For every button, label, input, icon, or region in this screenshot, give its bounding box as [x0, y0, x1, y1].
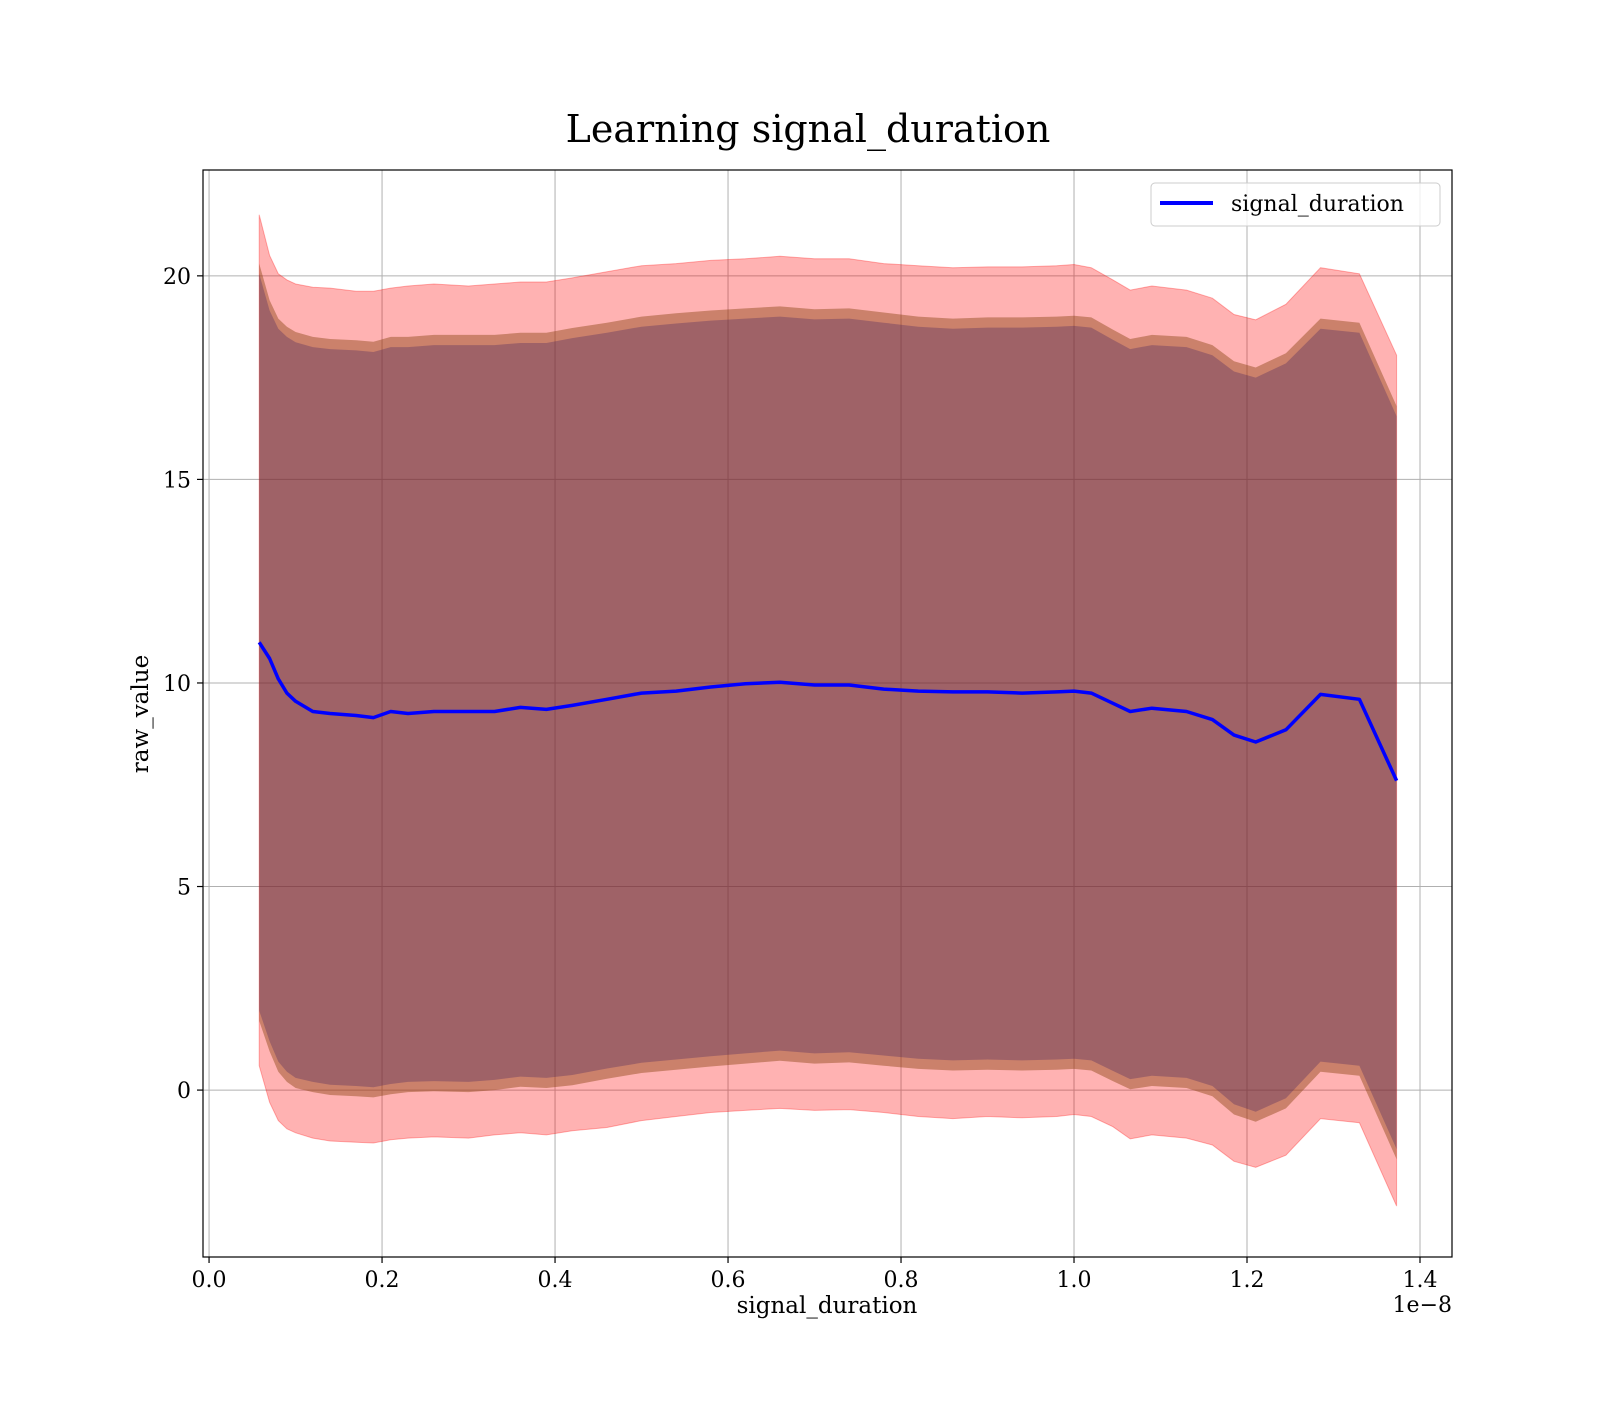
band-layer: [258, 214, 1398, 1207]
inner-confidence-band: [259, 263, 1397, 1160]
series-line-signal-duration: [257, 641, 1399, 782]
x-tick-label: 0.2: [365, 1268, 400, 1293]
x-tick-label: 0.4: [538, 1268, 573, 1293]
line-layer: [257, 641, 1399, 782]
legend: signal_duration: [1150, 182, 1441, 227]
x-tick-label: 0.8: [884, 1268, 919, 1293]
y-tick-label: 0: [177, 1079, 191, 1104]
chart-title: Learning signal_duration: [566, 107, 1051, 152]
y-tick-label: 5: [177, 876, 191, 901]
x-tick-label: 1.2: [1230, 1268, 1265, 1293]
x-axis-offset-label: 1e−8: [1393, 1293, 1452, 1318]
plot-frame: [202, 169, 1453, 1258]
y-tick-label: 20: [163, 265, 191, 290]
x-tick-label: 0.6: [711, 1268, 746, 1293]
y-tick-label: 15: [163, 468, 191, 493]
x-tick-label: 1.0: [1057, 1268, 1092, 1293]
legend-box: [1150, 182, 1441, 227]
y-tick-label: 10: [163, 672, 191, 697]
outer-confidence-band: [258, 214, 1398, 1207]
legend-label-signal-duration: signal_duration: [1231, 192, 1404, 217]
y-axis-label: raw_value: [128, 655, 154, 773]
grid-layer: [203, 170, 1452, 1257]
tick-layer: 0.0 0.2 0.4 0.6 0.8 1.0 1.2 1.4 0 5 10 15 20: [163, 265, 1437, 1293]
inner-core-band: [259, 273, 1397, 1150]
x-axis-label: signal_duration: [737, 1293, 918, 1319]
x-tick-label: 0.0: [192, 1268, 227, 1293]
x-tick-label: 1.4: [1402, 1268, 1437, 1293]
